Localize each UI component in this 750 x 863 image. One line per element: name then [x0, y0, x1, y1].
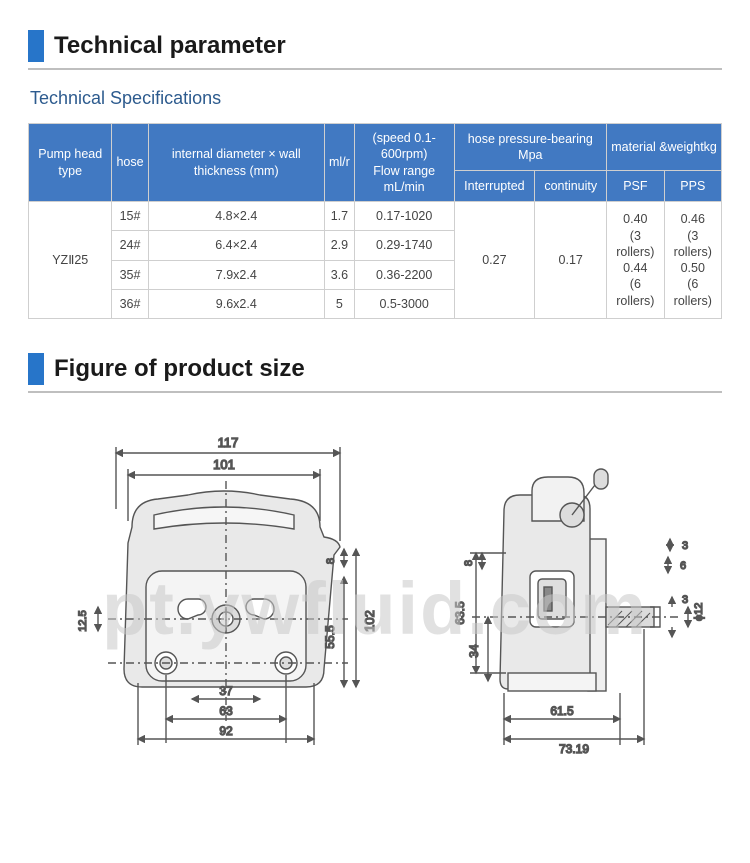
diagrams-container: 117 101	[28, 421, 722, 781]
th-continuity: continuity	[535, 171, 607, 202]
th-pps: PPS	[664, 171, 721, 202]
dim-label: 12.5	[77, 610, 89, 631]
dim-label: 102	[362, 610, 377, 632]
diagram-front: 117 101	[28, 421, 388, 781]
section-title: Figure of product size	[54, 353, 305, 385]
cell-psf: 0.40 (3 rollers) 0.44 (6 rollers)	[607, 202, 664, 319]
subheading: Technical Specifications	[30, 88, 722, 109]
cell-continuity: 0.17	[535, 202, 607, 319]
dim-label: 117	[218, 435, 239, 450]
dim-label: 63	[219, 704, 233, 718]
cell-hose: 35#	[112, 260, 148, 289]
dim-label: 6	[680, 560, 686, 572]
cell-mlr: 1.7	[324, 202, 354, 231]
dim-label: ϕ12	[693, 603, 705, 621]
dim-label: 92	[219, 724, 233, 738]
th-interrupted: Interrupted	[454, 171, 535, 202]
accent-bar	[28, 353, 44, 385]
th-pump-head: Pump head type	[29, 124, 112, 202]
section-heading-fig: Figure of product size	[28, 353, 722, 393]
diagram-side: 8 63.5 34 3 6 ϕ12 3	[412, 421, 722, 781]
section-heading-tech: Technical parameter	[28, 30, 722, 70]
cell-internal: 7.9x2.4	[148, 260, 324, 289]
dim-label: 8	[463, 560, 475, 566]
cell-hose: 24#	[112, 231, 148, 260]
th-pressure: hose pressure-bearing Mpa	[454, 124, 607, 171]
cell-mlr: 3.6	[324, 260, 354, 289]
dim-label: 101	[213, 457, 235, 472]
dim-label: 8	[325, 558, 337, 564]
spec-table: Pump head type hose internal diameter × …	[28, 123, 722, 319]
cell-hose: 36#	[112, 289, 148, 318]
cell-flow: 0.36-2200	[354, 260, 454, 289]
cell-internal: 6.4×2.4	[148, 231, 324, 260]
dim-label: 3	[682, 594, 688, 606]
th-mlr: ml/r	[324, 124, 354, 202]
dim-label: 37	[219, 684, 233, 698]
dim-label: 73.19	[559, 742, 589, 756]
dim-label: 63.5	[453, 601, 467, 625]
dim-label: 55.5	[323, 625, 337, 649]
cell-internal: 4.8×2.4	[148, 202, 324, 231]
cell-pps: 0.46 (3 rollers) 0.50 (6 rollers)	[664, 202, 721, 319]
cell-flow: 0.5-3000	[354, 289, 454, 318]
th-flow: (speed 0.1-600rpm) Flow range mL/min	[354, 124, 454, 202]
cell-mlr: 5	[324, 289, 354, 318]
table-row: YZⅡ25 15# 4.8×2.4 1.7 0.17-1020 0.27 0.1…	[29, 202, 722, 231]
dim-label: 34	[467, 644, 481, 658]
cell-mlr: 2.9	[324, 231, 354, 260]
th-hose: hose	[112, 124, 148, 202]
cell-hose: 15#	[112, 202, 148, 231]
th-material: material &weightkg	[607, 124, 722, 171]
section-title: Technical parameter	[54, 30, 286, 62]
cell-pump-head: YZⅡ25	[29, 202, 112, 319]
dim-label: 3	[682, 540, 688, 552]
dim-label: 61.5	[550, 704, 574, 718]
cell-interrupted: 0.27	[454, 202, 535, 319]
th-internal: internal diameter × wall thickness (mm)	[148, 124, 324, 202]
accent-bar	[28, 30, 44, 62]
cell-flow: 0.17-1020	[354, 202, 454, 231]
th-psf: PSF	[607, 171, 664, 202]
cell-flow: 0.29-1740	[354, 231, 454, 260]
cell-internal: 9.6x2.4	[148, 289, 324, 318]
